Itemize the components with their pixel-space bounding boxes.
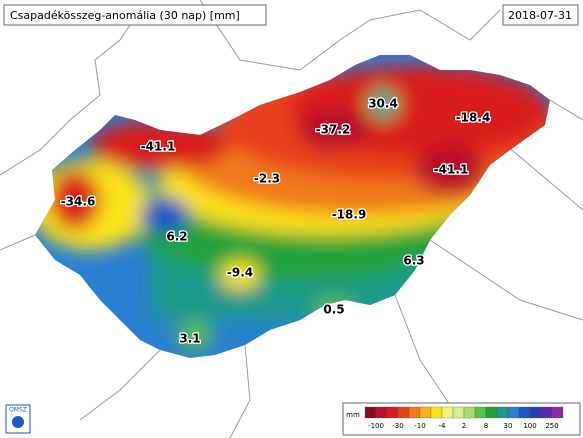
legend-tick: 30 [504,422,513,430]
legend-swatch [485,406,498,419]
station-value: -37.2 [316,123,351,137]
legend-swatch [507,406,520,419]
title: Csapadékösszeg-anomália (30 nap) [mm] [10,9,240,22]
legend-tick: 250 [545,422,558,430]
station-value: 6.3 [403,254,424,268]
legend-tick: -10 [414,422,425,430]
legend-swatch [496,406,509,419]
station-value: 6.2 [166,230,187,244]
legend-tick: 8 [484,422,488,430]
legend: -100 -30 -10 -4 2 8 30 100 250 [364,406,564,430]
legend-swatch [441,406,454,419]
station-value: 30.4 [368,97,398,111]
legend-swatch [551,406,564,419]
legend-swatch [474,406,487,419]
legend-swatch [463,406,476,419]
date: 2018-07-31 [508,9,572,22]
legend-swatch [518,406,531,419]
legend-tick: 100 [523,422,536,430]
logo: OMSZ [9,407,27,414]
legend-swatch [364,406,377,419]
legend-swatch [540,406,553,419]
legend-swatch [529,406,542,419]
legend-tick: -4 [439,422,447,430]
station-labels: -41.1 30.4 -37.2 -18.4 -34.6 -2.3 -41.1 -18.9 6.… [59,95,491,347]
legend-tick: -100 [368,422,384,430]
station-value: -41.1 [434,163,469,177]
legend-swatch [408,406,421,419]
legend-swatch [452,406,465,419]
legend-swatch [375,406,388,419]
legend-tick: -30 [392,422,403,430]
station-value: 0.5 [323,303,344,317]
legend-tick: 2 [462,422,466,430]
station-value: -9.4 [227,266,253,280]
station-value: -34.6 [61,195,96,209]
legend-swatch [386,406,399,419]
station-value: -41.1 [141,140,176,154]
station-value: -2.3 [254,172,280,186]
station-value: 3.1 [179,332,200,346]
station-value: -18.9 [332,208,367,222]
title-box [3,4,267,26]
legend-unit: mm [346,411,360,419]
logo-icon [12,416,24,428]
legend-swatch [419,406,432,419]
legend-swatch [430,406,443,419]
date-box [502,4,579,26]
station-value: -18.4 [456,111,491,125]
legend-swatch [397,406,410,419]
